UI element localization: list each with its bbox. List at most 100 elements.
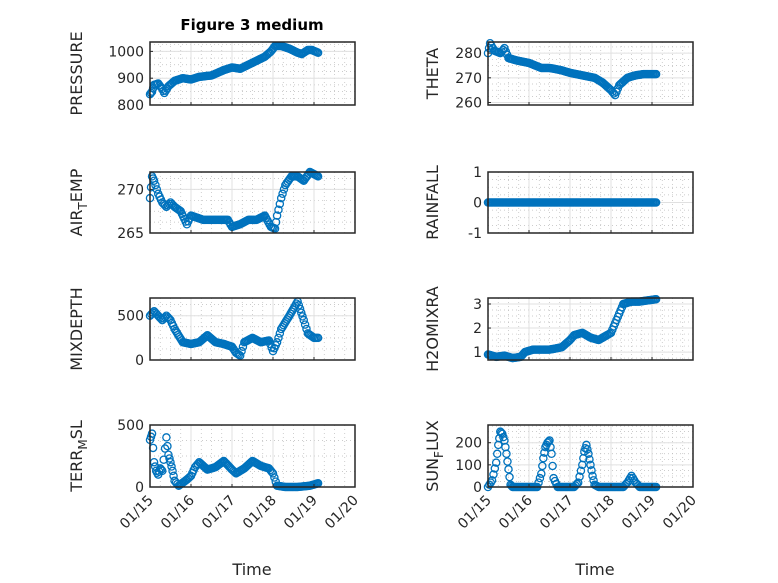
data-point [146, 88, 156, 98]
data-point [158, 466, 167, 476]
data-point [544, 437, 553, 446]
x-tick-label: 01/20 [322, 493, 362, 533]
data-point [165, 454, 174, 463]
x-tick-label: 01/19 [281, 493, 321, 533]
subplot-theta: 260 270 280 THETA [423, 38, 694, 112]
data-point [492, 449, 502, 459]
data-point [157, 465, 166, 474]
data-point [534, 478, 543, 487]
subplot-air-temp: 265 270 AIRTEMP [67, 167, 356, 242]
x-tick-label: 01/15 [117, 493, 157, 533]
data-point [587, 466, 596, 475]
axes-box [487, 41, 694, 106]
axes-box [149, 41, 356, 106]
y-tick-label: 0 [135, 353, 144, 369]
data-point [586, 460, 595, 470]
data-point [297, 174, 306, 184]
data-point [295, 304, 305, 314]
y-axis-label: H2OMIXRA [423, 286, 442, 372]
data-point [166, 457, 175, 467]
data-point [151, 180, 160, 190]
data-point [272, 338, 282, 347]
data-point [163, 441, 172, 451]
y-tick-label: 280 [455, 46, 482, 62]
x-tick-label: 01/15 [455, 493, 495, 533]
data-point [275, 199, 285, 209]
data-point [217, 458, 226, 467]
data-point [538, 461, 547, 471]
data-point [539, 453, 548, 463]
y-axis-label: MIXDEPTH [67, 287, 86, 370]
data-point [164, 450, 173, 460]
data-point [491, 458, 501, 467]
subplot-rainfall: -1 0 1 RAINFALL [423, 165, 694, 242]
axes-box [149, 424, 356, 488]
y-tick-label: 1 [473, 345, 482, 361]
data-point [162, 433, 171, 442]
y-tick-label: 265 [117, 226, 144, 242]
data-point [270, 473, 279, 482]
data-point [651, 69, 661, 79]
data-point [575, 472, 584, 481]
y-tick-label: 500 [117, 418, 144, 434]
data-point [278, 189, 287, 199]
data-point [238, 342, 248, 351]
data-point [588, 471, 597, 481]
data-point [300, 320, 310, 329]
data-point [152, 185, 162, 194]
data-point [313, 172, 323, 181]
y-tick-label: 270 [455, 71, 482, 87]
data-point [164, 314, 174, 323]
subplot-terr-msl: 0 500 01/15 01/16 01/17 01/18 01/19 01/20 TERRMS… [67, 418, 362, 532]
data-point [489, 470, 498, 479]
data-point [548, 461, 557, 471]
data-point [294, 301, 304, 310]
y-tick-label: 270 [117, 182, 144, 198]
y-tick-label: 200 [455, 436, 482, 452]
data-point [537, 469, 546, 478]
x-tick-label: 01/20 [660, 493, 700, 533]
subplot-h2omixra: 1 2 3 H2OMIXRA [423, 286, 694, 372]
y-tick-label: 3 [473, 297, 482, 313]
y-tick-label: 100 [455, 458, 482, 474]
data-point [146, 182, 156, 192]
figure-title: Figure 3 medium [180, 16, 323, 34]
data-point [505, 472, 514, 482]
x-tick-label: 01/17 [537, 493, 577, 533]
y-tick-label: 260 [455, 96, 482, 112]
data-point [276, 193, 286, 203]
axes-box [487, 171, 694, 234]
data-point [184, 474, 193, 483]
data-point [272, 211, 282, 220]
y-tick-label: 500 [117, 309, 144, 325]
y-axis-label: RAINFALL [423, 165, 442, 240]
data-point [585, 455, 594, 464]
axes-box [487, 424, 694, 488]
axes-box [487, 297, 694, 361]
x-tick-label: 01/19 [619, 493, 659, 533]
y-tick-label: 2 [473, 321, 482, 337]
data-point [504, 465, 513, 474]
data-point [168, 466, 177, 476]
x-tick-label: 01/18 [578, 493, 618, 533]
data-point [313, 333, 323, 343]
y-tick-label: -1 [468, 226, 482, 242]
y-axis-label: TERRMSL [67, 420, 90, 493]
axes-box [149, 171, 356, 234]
data-point [490, 464, 500, 473]
data-point [589, 476, 598, 485]
data-point [582, 440, 591, 450]
y-axis-label: AIRTEMP [67, 168, 90, 236]
data-point [268, 469, 278, 478]
x-tick-label: 01/16 [158, 492, 198, 532]
x-tick-label: 01/16 [496, 492, 536, 532]
data-point [584, 449, 593, 459]
y-tick-label: 0 [473, 480, 482, 496]
data-point [298, 312, 307, 321]
data-point [274, 333, 283, 343]
data-point [651, 198, 661, 207]
data-point [583, 445, 592, 454]
axes-background [150, 298, 355, 360]
data-point [274, 205, 283, 215]
